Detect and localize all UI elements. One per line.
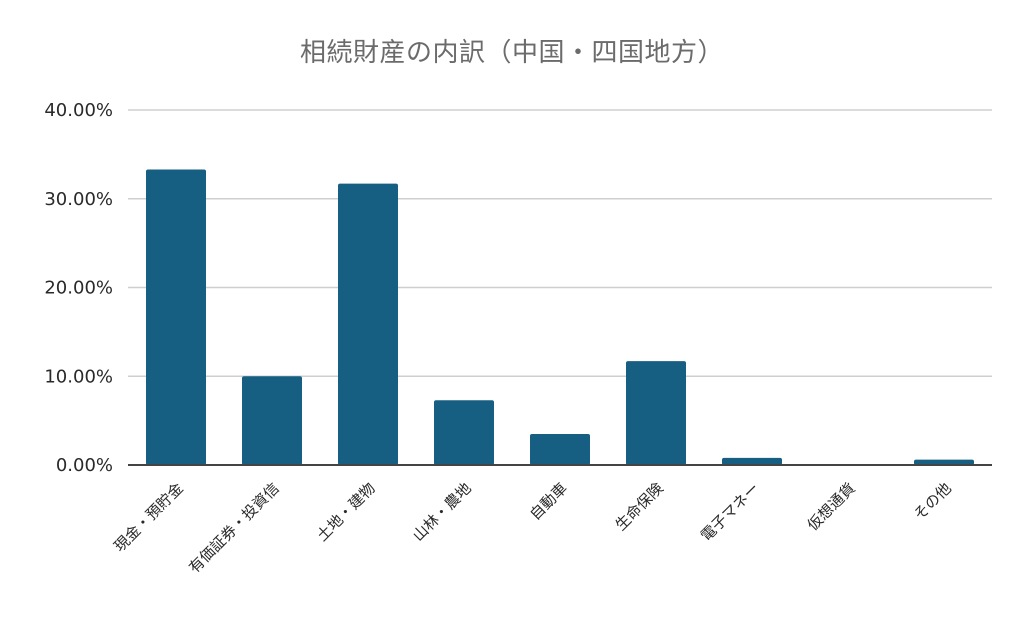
y-axis-tick-labels: 0.00% 10.00% 20.00% 30.00% 40.00% [44, 100, 113, 476]
bar [626, 361, 686, 465]
y-tick-label: 0.00% [56, 455, 113, 476]
x-category-label: 生命保険 [612, 479, 667, 534]
y-tick-label: 30.00% [44, 189, 113, 210]
x-category-label: 山林・農地 [409, 479, 475, 545]
y-tick-label: 40.00% [44, 100, 113, 121]
gridlines [128, 109, 992, 377]
bar [338, 183, 398, 465]
x-category-label: 土地・建物 [313, 479, 379, 545]
y-tick-label: 20.00% [44, 278, 113, 299]
y-tick-label: 10.00% [44, 366, 113, 387]
x-category-label: 電子マネー [697, 479, 763, 545]
bar [722, 457, 782, 465]
x-category-label: 仮想通貨 [804, 479, 859, 534]
bar [146, 169, 206, 465]
chart-title: 相続財産の内訳（中国・四国地方） [299, 38, 724, 68]
x-category-label: その他 [910, 479, 955, 524]
bar [242, 376, 302, 465]
x-category-label: 有価証券・投資信 [185, 479, 283, 577]
bar [530, 433, 590, 465]
bar [434, 400, 494, 465]
bars [146, 169, 974, 465]
bar [914, 459, 974, 465]
x-category-label: 現金・預貯金 [110, 479, 186, 555]
x-category-label: 自動車 [526, 479, 571, 524]
